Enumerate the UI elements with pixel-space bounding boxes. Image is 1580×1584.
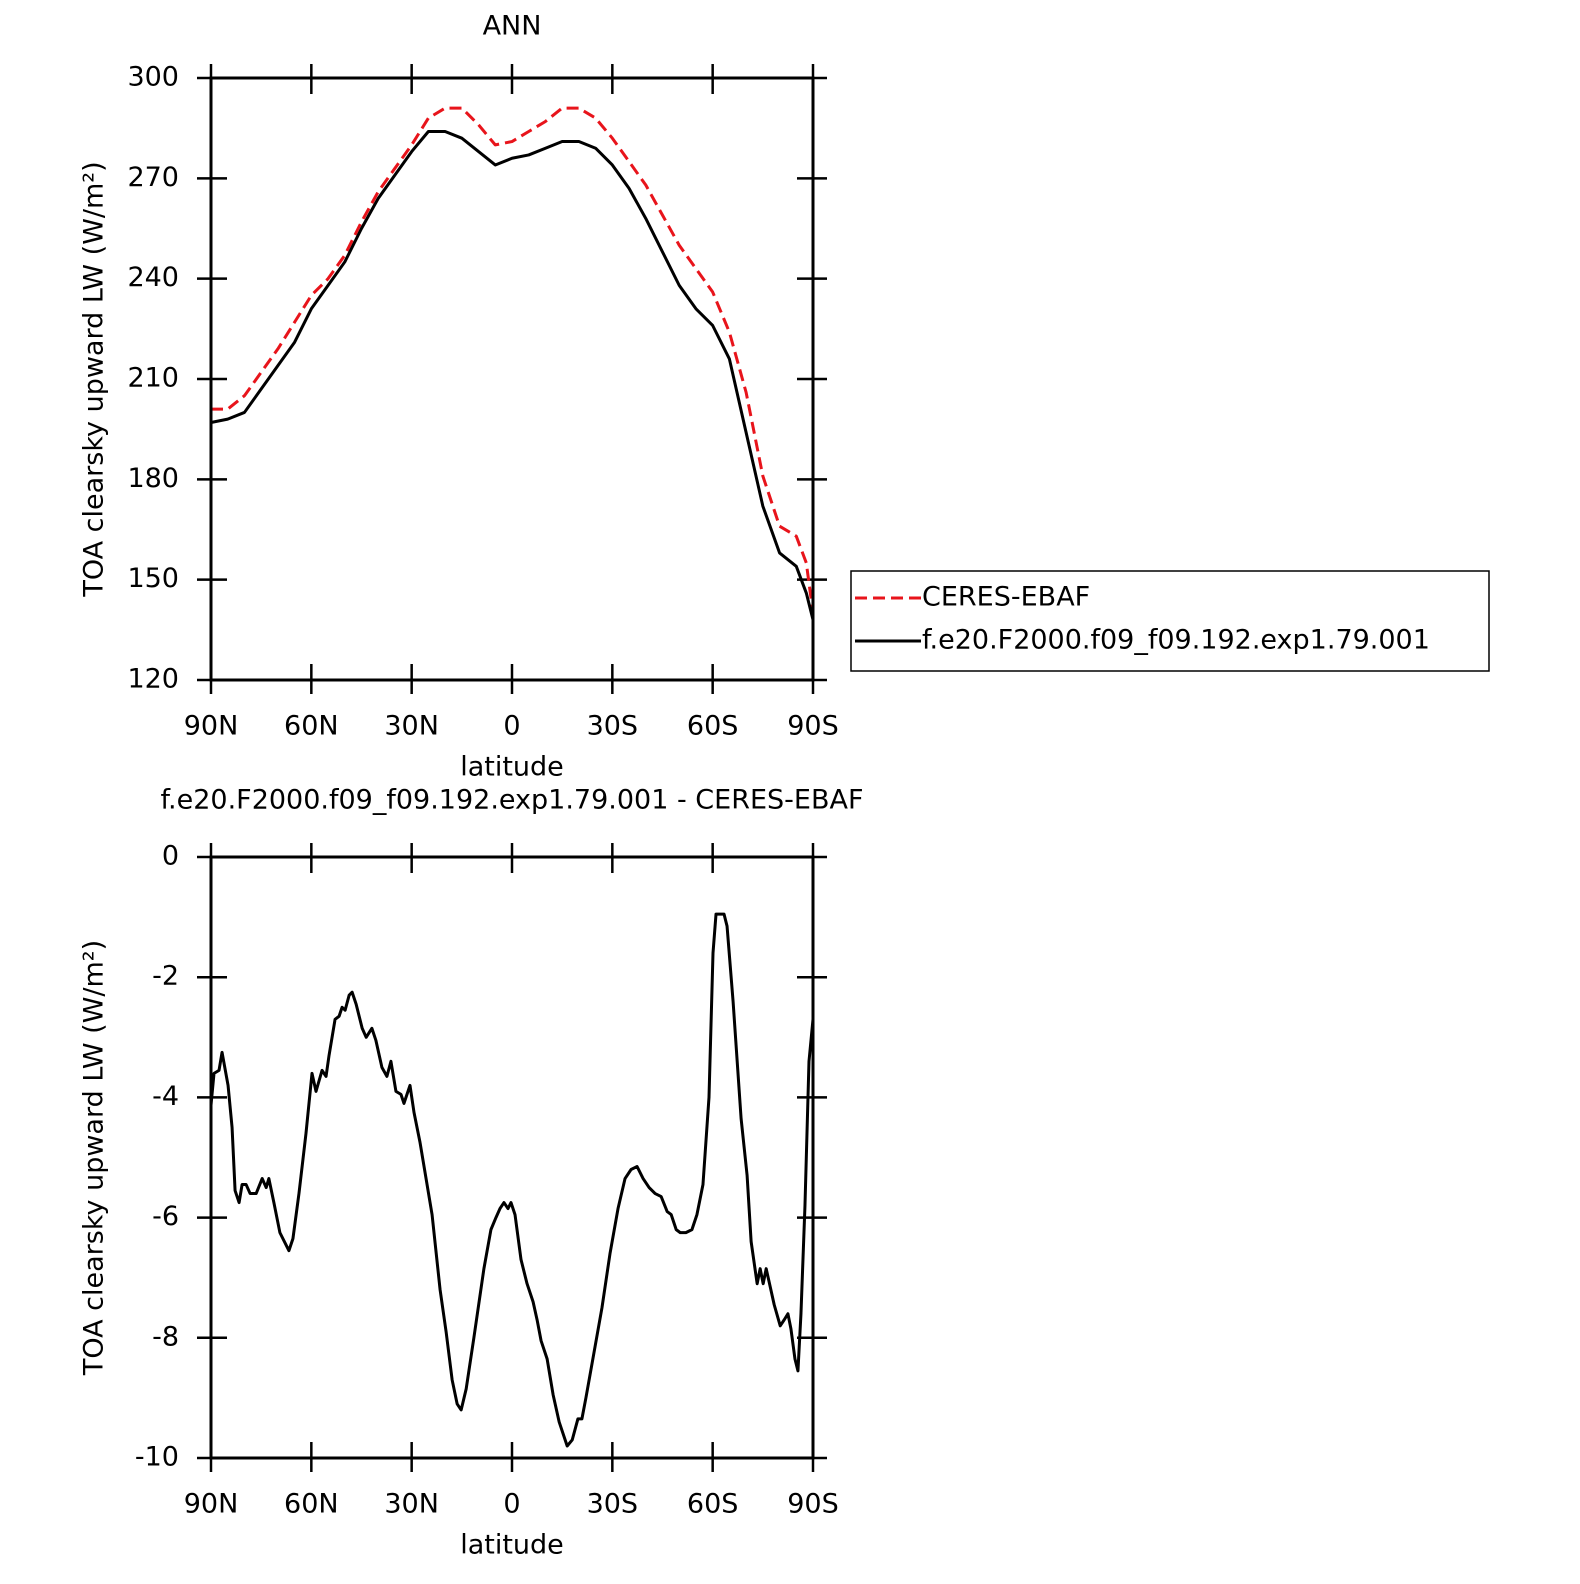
x-tick-label: 0 xyxy=(503,711,520,742)
y-tick-label: 240 xyxy=(127,262,179,293)
y-tick-label: 300 xyxy=(127,62,179,93)
x-tick-label: 90S xyxy=(787,711,839,742)
data-line xyxy=(211,106,815,614)
x-tick-label: 30S xyxy=(587,711,639,742)
y-tick-label: 180 xyxy=(127,463,179,494)
y-tick-label: -8 xyxy=(152,1321,179,1352)
x-tick-label: 30S xyxy=(587,1489,639,1520)
x-axis-label: latitude xyxy=(460,752,564,783)
y-tick-label: 210 xyxy=(127,363,179,394)
y-axis-label: TOA clearsky upward LW (W/m²) xyxy=(79,940,110,1376)
x-tick-label: 0 xyxy=(503,1489,520,1520)
y-tick-label: -4 xyxy=(152,1081,179,1112)
x-tick-label: 90N xyxy=(184,1489,239,1520)
data-line xyxy=(209,912,815,1448)
legend-label: CERES-EBAF xyxy=(922,582,1090,613)
x-tick-label: 90S xyxy=(787,1489,839,1520)
x-tick-label: 60S xyxy=(687,711,739,742)
chart-title: ANN xyxy=(483,11,542,42)
chart-title: f.e20.F2000.f09_f09.192.exp1.79.001 - CE… xyxy=(160,785,863,816)
y-tick-label: 270 xyxy=(127,162,179,193)
y-tick-label: 0 xyxy=(162,841,179,872)
y-axis-label: TOA clearsky upward LW (W/m²) xyxy=(79,161,110,597)
x-tick-label: 30N xyxy=(384,1489,439,1520)
x-tick-label: 30N xyxy=(384,711,439,742)
y-tick-label: -2 xyxy=(152,961,179,992)
y-tick-label: -10 xyxy=(135,1442,179,1473)
legend-box xyxy=(850,570,1490,672)
data-line xyxy=(210,130,815,621)
y-tick-label: 150 xyxy=(127,563,179,594)
y-tick-label: 120 xyxy=(127,664,179,695)
plot-frame xyxy=(209,76,815,682)
x-tick-label: 60S xyxy=(687,1489,739,1520)
legend-label: f.e20.F2000.f09_f09.192.exp1.79.001 xyxy=(922,625,1430,656)
y-tick-label: -6 xyxy=(152,1201,179,1232)
x-axis-label: latitude xyxy=(460,1530,564,1561)
plot-frame xyxy=(209,855,815,1460)
x-tick-label: 60N xyxy=(284,711,339,742)
x-tick-label: 90N xyxy=(184,711,239,742)
x-tick-label: 60N xyxy=(284,1489,339,1520)
